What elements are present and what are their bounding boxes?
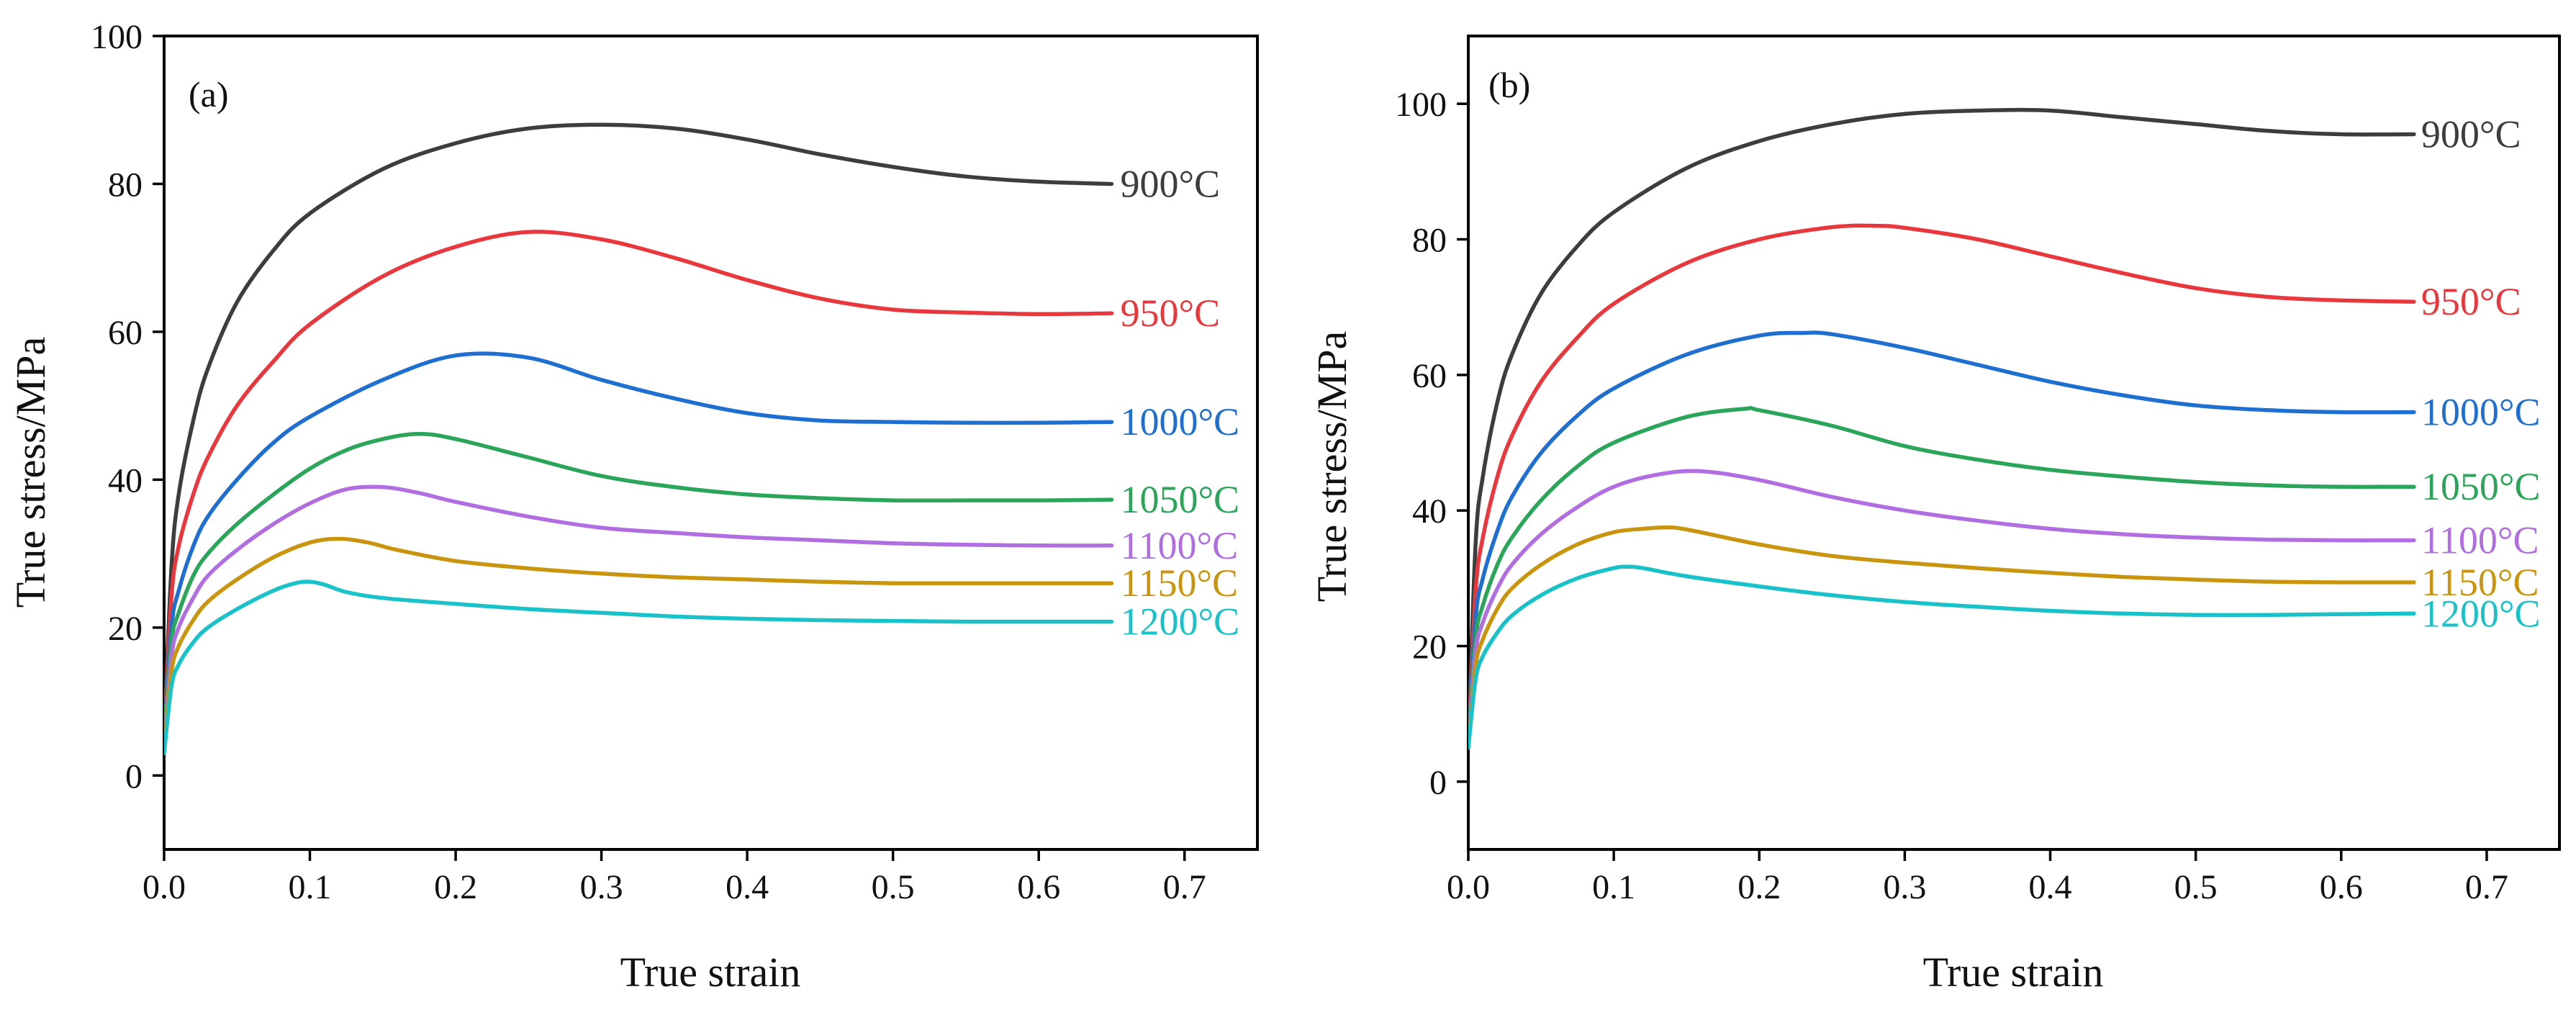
series-label: 1150°C (2421, 561, 2539, 604)
series-label: 1000°C (2421, 391, 2541, 434)
series-label: 950°C (2421, 280, 2521, 323)
plot-area: 0.0 0.1 0.2 0.3 0.4 0.5 0.6 0.7 0 20 40 60 80 100 900°… (91, 18, 1259, 906)
series-line-1100c (1468, 469, 2416, 750)
chart-panel-b: True stress/MPa True strain (b) 0.0 0.1 0.… (1309, 35, 2561, 996)
x-tick-label: 0.6 (2320, 868, 2363, 906)
series-label: 1200°C (2421, 592, 2541, 635)
x-tick-label: 0.0 (143, 868, 186, 906)
series-line-1050c (1468, 406, 2416, 750)
x-axis-title: True strain (620, 949, 801, 996)
plot-frame (163, 35, 1259, 851)
x-tick-label: 0.2 (1737, 868, 1781, 906)
series-label: 1050°C (2421, 465, 2541, 508)
plot-area: 0.0 0.1 0.2 0.3 0.4 0.5 0.6 0.7 0 20 40 60 80 100 900°… (1395, 35, 2561, 906)
panel-label: (a) (189, 74, 229, 114)
series-group (164, 122, 1114, 756)
x-tick-label: 0.2 (434, 868, 477, 906)
series-label: 1000°C (1120, 400, 1239, 443)
series-line-1200c (164, 579, 1114, 756)
series-label: 950°C (1120, 292, 1220, 335)
y-tick-label: 80 (1412, 222, 1447, 260)
y-tick-label: 40 (1412, 492, 1447, 531)
x-tick-label: 0.4 (2029, 868, 2072, 906)
x-tick-label: 0.4 (726, 868, 769, 906)
y-tick-label: 40 (108, 461, 143, 500)
x-tick-label: 0.5 (2174, 868, 2218, 906)
x-tick-label: 0.5 (872, 868, 915, 906)
series-line-900c (164, 122, 1114, 741)
x-tick-label: 0.7 (2465, 868, 2508, 906)
x-axis-title: True strain (1923, 949, 2104, 996)
y-tick-label: 100 (91, 18, 143, 56)
series-label: 1150°C (1120, 561, 1238, 605)
y-tick-label: 60 (108, 314, 143, 352)
y-tick-label: 0 (1429, 764, 1447, 802)
panel-label: (b) (1488, 65, 1530, 105)
x-tick-label: 0.1 (1592, 868, 1635, 906)
x-tick-label: 0.3 (1883, 868, 1926, 906)
x-tick-label: 0.7 (1163, 868, 1206, 906)
series-label: 1100°C (2421, 519, 2539, 562)
y-tick-label: 60 (1412, 357, 1447, 395)
series-line-1150c (1468, 525, 2416, 750)
x-tick-label: 0.6 (1017, 868, 1060, 906)
x-tick-label: 0.1 (289, 868, 332, 906)
series-line-1050c (164, 431, 1114, 741)
series-label: 900°C (2421, 113, 2521, 156)
x-tick-label: 0.3 (580, 868, 623, 906)
y-tick-label: 80 (108, 166, 143, 204)
series-line-900c (1468, 107, 2416, 750)
series-line-1150c (164, 536, 1114, 748)
series-line-1100c (164, 484, 1114, 748)
series-label: 1200°C (1120, 600, 1239, 644)
series-line-1000c (1468, 330, 2416, 750)
y-tick-label: 100 (1395, 86, 1447, 124)
series-line-950c (1468, 223, 2416, 750)
y-tick-label: 0 (125, 757, 143, 795)
plot-frame (1467, 35, 2561, 851)
y-tick-label: 20 (108, 610, 143, 648)
y-tick-label: 20 (1412, 628, 1447, 667)
chart-panel-a: True stress/MPa True strain (a) 0.0 0.1 0.… (7, 18, 1259, 996)
series-label: 1100°C (1120, 524, 1238, 567)
series-line-1000c (164, 351, 1114, 741)
series-line-1200c (1468, 564, 2416, 750)
series-label: 900°C (1120, 162, 1220, 205)
series-label: 1050°C (1120, 478, 1239, 521)
series-group (1468, 107, 2416, 750)
y-axis-title: True stress/MPa (7, 337, 54, 608)
y-axis-title: True stress/MPa (1309, 331, 1355, 603)
x-tick-label: 0.0 (1447, 868, 1490, 906)
series-line-950c (164, 230, 1114, 741)
